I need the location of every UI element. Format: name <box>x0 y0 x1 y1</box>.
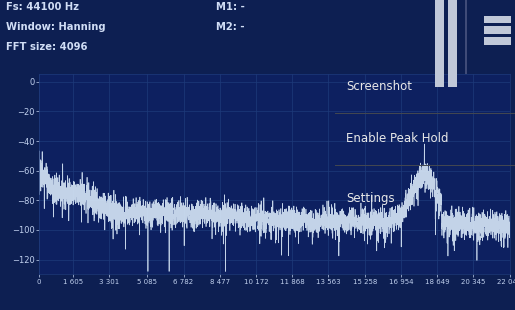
Text: Window: Hanning: Window: Hanning <box>6 22 106 32</box>
Text: M1: -: M1: - <box>216 2 245 11</box>
Text: FFT size: 4096: FFT size: 4096 <box>6 42 88 52</box>
Text: Screenshot: Screenshot <box>346 80 412 93</box>
Text: M2: -: M2: - <box>216 22 245 32</box>
Text: Enable Peak Hold: Enable Peak Hold <box>346 132 448 145</box>
Text: Fs: 44100 Hz: Fs: 44100 Hz <box>6 2 79 11</box>
Text: Settings: Settings <box>346 192 394 205</box>
